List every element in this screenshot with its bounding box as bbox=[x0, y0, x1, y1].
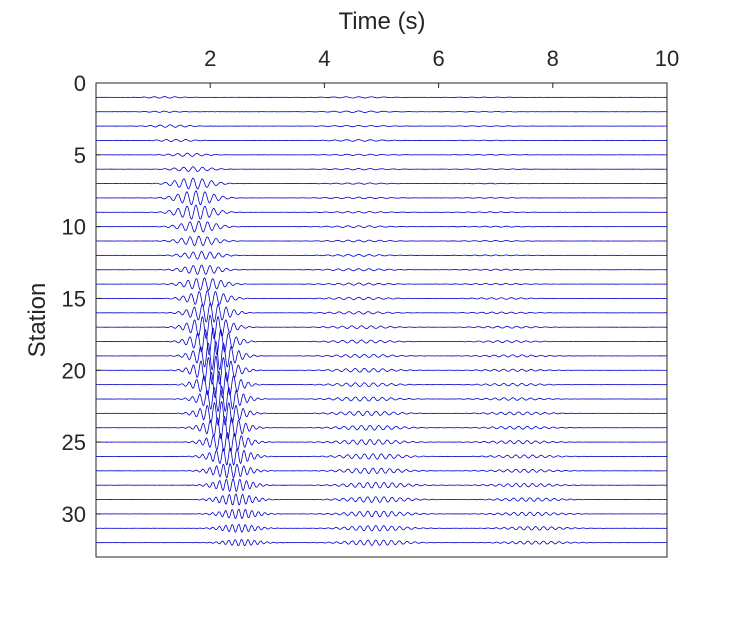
station-trace bbox=[95, 355, 668, 385]
station-trace bbox=[95, 523, 668, 533]
station-trace bbox=[95, 370, 668, 399]
y-tick-label: 10 bbox=[62, 215, 86, 240]
x-axis-title: Time (s) bbox=[338, 8, 425, 35]
station-trace bbox=[95, 124, 668, 128]
station-trace bbox=[95, 177, 668, 190]
y-tick-label: 15 bbox=[62, 286, 86, 311]
x-tick-label: 2 bbox=[204, 46, 216, 71]
station-trace bbox=[95, 493, 668, 506]
station-trace bbox=[95, 539, 668, 547]
station-trace bbox=[96, 235, 668, 247]
x-tick-label: 4 bbox=[318, 46, 330, 71]
station-trace bbox=[95, 290, 668, 307]
y-tick-label: 25 bbox=[62, 430, 86, 455]
y-axis-title: Station bbox=[24, 283, 51, 358]
plot-frame bbox=[95, 82, 668, 558]
station-trace bbox=[95, 250, 668, 260]
station-trace bbox=[95, 152, 668, 157]
station-trace bbox=[95, 478, 668, 492]
station-trace bbox=[95, 138, 668, 142]
station-trace bbox=[95, 463, 668, 479]
station-trace bbox=[96, 264, 668, 275]
y-tick-label: 30 bbox=[62, 502, 86, 527]
station-trace bbox=[95, 385, 668, 413]
station-trace bbox=[95, 432, 668, 452]
x-tick-label: 8 bbox=[547, 46, 559, 71]
station-trace bbox=[95, 220, 668, 233]
trace-group bbox=[95, 96, 668, 547]
x-tick-label: 10 bbox=[655, 46, 679, 71]
station-trace bbox=[95, 302, 668, 323]
station-trace bbox=[95, 190, 668, 206]
x-tick-label: 6 bbox=[432, 46, 444, 71]
x-tick-group: 2 4 6 8 10 bbox=[204, 46, 679, 88]
y-tick-label: 20 bbox=[62, 358, 86, 383]
station-trace bbox=[95, 508, 668, 520]
y-tick-label: 0 bbox=[74, 71, 86, 96]
y-tick-label: 5 bbox=[74, 143, 86, 168]
station-trace bbox=[95, 277, 668, 291]
station-trace bbox=[95, 400, 667, 426]
station-trace bbox=[95, 340, 668, 371]
y-tick-group: 0 5 10 15 20 25 30 bbox=[62, 71, 101, 527]
station-trace bbox=[95, 314, 668, 340]
station-trace bbox=[95, 415, 668, 440]
station-trace bbox=[95, 166, 668, 172]
station-trace bbox=[95, 96, 668, 99]
station-trace bbox=[95, 447, 668, 466]
station-trace bbox=[95, 204, 668, 220]
station-trace bbox=[95, 327, 668, 356]
station-trace bbox=[95, 110, 667, 113]
